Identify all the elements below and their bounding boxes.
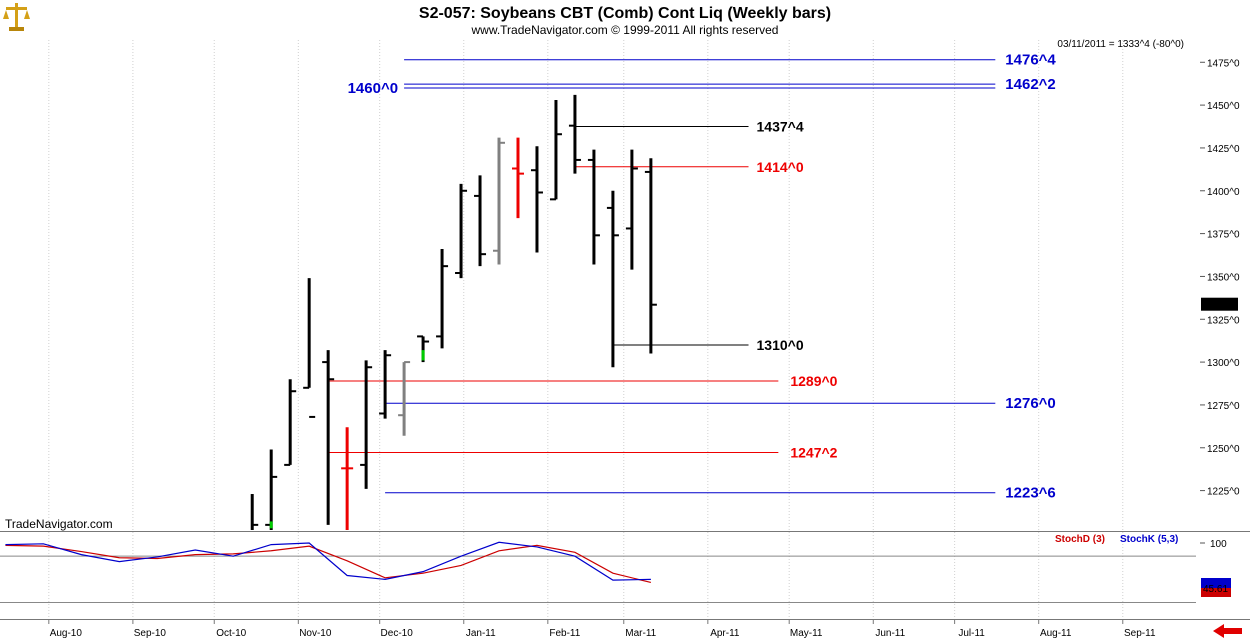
level-label: 1276^0 bbox=[1005, 395, 1055, 412]
ohlc-bar bbox=[379, 350, 392, 419]
time-axis-label: Jul-11 bbox=[958, 628, 985, 639]
ohlc-bar bbox=[587, 149, 600, 265]
scales-logo-icon bbox=[3, 3, 30, 31]
stoch-axis-label: 100 bbox=[1210, 539, 1227, 550]
stoch-k-line bbox=[5, 541, 651, 581]
level-label: 1310^0 bbox=[757, 337, 804, 353]
ohlc-bar bbox=[493, 137, 506, 265]
price-tick-label: 1300^0 bbox=[1207, 358, 1240, 369]
price-tick-label: 1225^0 bbox=[1207, 487, 1240, 498]
level-label: 1289^0 bbox=[790, 373, 837, 389]
time-axis-label: Apr-11 bbox=[710, 628, 740, 639]
scroll-left-arrow-icon[interactable] bbox=[1213, 624, 1242, 638]
time-axis-label: Jun-11 bbox=[875, 628, 905, 639]
stochastic-pane: StochD (3) StochK (5,3) 100 45.61 bbox=[0, 534, 1231, 604]
time-axis-label: Nov-10 bbox=[299, 628, 332, 639]
level-label: 1414^0 bbox=[757, 159, 804, 175]
time-axis-label: Aug-10 bbox=[50, 628, 83, 639]
stoch-last-value-marker: 45.61 bbox=[1201, 578, 1231, 597]
time-axis-label: Aug-11 bbox=[1040, 628, 1072, 639]
ohlc-bar bbox=[341, 427, 354, 530]
time-axis-label: Oct-10 bbox=[216, 628, 246, 639]
ohlc-bar bbox=[284, 379, 297, 466]
ohlc-bar bbox=[474, 175, 487, 267]
ohlc-bar bbox=[250, 494, 259, 530]
stoch-d-line bbox=[5, 544, 652, 584]
time-axis-label: Sep-10 bbox=[134, 628, 167, 639]
ohlc-bar bbox=[511, 137, 524, 219]
time-axis-label: Dec-10 bbox=[381, 628, 414, 639]
price-tick-label: 1425^0 bbox=[1207, 144, 1240, 155]
last-price-marker: 1333^4 bbox=[1201, 297, 1238, 311]
ohlc-bar bbox=[549, 99, 562, 201]
ohlc-bar bbox=[606, 190, 619, 368]
time-axis-label: Sep-11 bbox=[1124, 628, 1156, 639]
chart-subtitle: www.TradeNavigator.com © 1999-2011 All r… bbox=[471, 23, 779, 37]
stoch-k-legend: StochK (5,3) bbox=[1120, 534, 1178, 545]
ohlc-bar bbox=[398, 361, 411, 436]
level-label: 1462^2 bbox=[1005, 76, 1055, 93]
ohlc-bar bbox=[360, 360, 373, 489]
price-tick-label: 1475^0 bbox=[1207, 58, 1240, 69]
watermark: TradeNavigator.com bbox=[5, 517, 113, 531]
ohlc-bar bbox=[644, 158, 657, 354]
ohlc-bar bbox=[568, 94, 581, 174]
price-info: 03/11/2011 = 1333^4 (-80^0) bbox=[1057, 39, 1184, 50]
level-label: 1476^4 bbox=[1005, 52, 1056, 69]
level-label: 1437^4 bbox=[757, 119, 804, 135]
level-label: 1460^0 bbox=[348, 80, 398, 97]
price-tick-label: 1450^0 bbox=[1207, 101, 1240, 112]
ohlc-bar bbox=[436, 249, 449, 349]
logo bbox=[3, 3, 30, 31]
ohlc-bar bbox=[530, 146, 543, 253]
grid bbox=[48, 40, 1124, 618]
chart-title: S2-057: Soybeans CBT (Comb) Cont Liq (We… bbox=[419, 5, 831, 22]
time-axis-label: Mar-11 bbox=[625, 628, 656, 639]
price-bars bbox=[250, 94, 657, 530]
price-tick-label: 1325^0 bbox=[1207, 315, 1240, 326]
price-tick-label: 1375^0 bbox=[1207, 230, 1240, 241]
price-tick-label: 1250^0 bbox=[1207, 444, 1240, 455]
time-axis-label: May-11 bbox=[790, 628, 823, 639]
support-resistance-levels: 1476^4 1462^2 1460^0 1437^4 1414^0 1310^0 1289… bbox=[328, 52, 1056, 502]
stoch-last-value-label: 45.61 bbox=[1203, 584, 1228, 595]
time-axis: Aug-10 Sep-10 Oct-10 Nov-10 Dec-10 Jan-11 Feb-… bbox=[48, 619, 1156, 639]
ohlc-bar bbox=[303, 278, 316, 418]
ohlc-bar bbox=[625, 149, 638, 270]
time-axis-label: Jan-11 bbox=[466, 628, 496, 639]
price-tick-label: 1350^0 bbox=[1207, 272, 1240, 283]
level-label: 1223^6 bbox=[1005, 485, 1055, 502]
time-axis-label: Feb-11 bbox=[549, 628, 580, 639]
ohlc-bar bbox=[322, 350, 335, 525]
stoch-d-legend: StochD (3) bbox=[1055, 534, 1105, 545]
last-price-label: 1333^4 bbox=[1204, 300, 1237, 311]
price-tick-label: 1275^0 bbox=[1207, 401, 1240, 412]
price-axis: 1225^0 1250^0 1275^0 1300^0 1325^0 1350^0 1375… bbox=[1200, 58, 1240, 498]
price-tick-label: 1400^0 bbox=[1207, 187, 1240, 198]
level-label: 1247^2 bbox=[790, 444, 837, 460]
ohlc-bar bbox=[455, 183, 468, 279]
